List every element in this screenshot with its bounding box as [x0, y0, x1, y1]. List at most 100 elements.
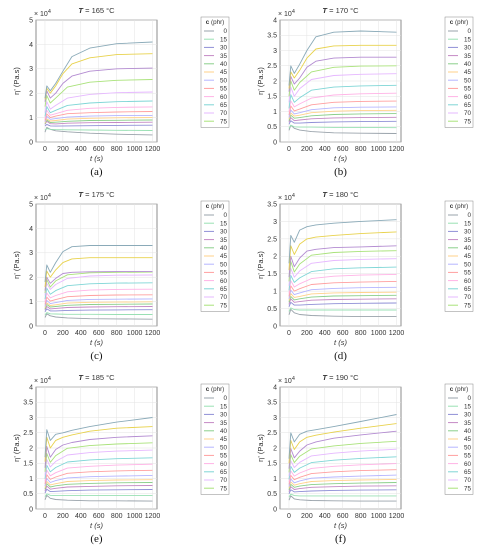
chart-title: T = 165 °C — [78, 6, 115, 15]
y-tick-label: 0 — [273, 139, 277, 146]
x-tick-label: 800 — [355, 146, 367, 153]
y-axis-label: η' (Pa.s) — [12, 434, 21, 462]
series-line — [288, 469, 397, 485]
legend-label: 40 — [464, 428, 472, 435]
x-tick-label: 600 — [93, 146, 105, 153]
series-line — [44, 106, 153, 119]
series-line — [44, 41, 153, 99]
x-tick-label: 400 — [319, 146, 331, 153]
legend-label: 30 — [220, 229, 228, 236]
series-line — [288, 124, 397, 129]
legend-label: 60 — [220, 461, 228, 468]
x-tick-label: 600 — [337, 146, 349, 153]
x-tick-label: 400 — [75, 146, 87, 153]
chart-title: T = 170 °C — [322, 6, 359, 15]
legend-label: 15 — [220, 403, 228, 410]
series-line — [44, 294, 153, 305]
y-tick-label: 2 — [273, 445, 277, 452]
legend-label: 50 — [464, 77, 472, 84]
y-tick-label: 1 — [273, 109, 277, 116]
chart-title: T = 185 °C — [78, 373, 115, 382]
x-tick-label: 1000 — [371, 513, 387, 520]
chart-panel: 0 200 400 600 800 1000 1200 0 0.5 1 1.5 2 2.5 3 3.5 × 1… — [244, 184, 484, 366]
series-line — [288, 474, 397, 487]
series-line — [44, 474, 153, 487]
legend-label: 35 — [464, 53, 472, 60]
y-tick-label: 0.5 — [267, 124, 277, 131]
y-tick-label: 3 — [273, 219, 277, 226]
legend-label: 40 — [464, 61, 472, 68]
x-tick-label: 0 — [43, 330, 47, 337]
series-line — [44, 120, 153, 125]
legend-label: 15 — [220, 36, 228, 43]
series-line — [288, 430, 397, 469]
x-tick-label: 400 — [75, 330, 87, 337]
legend-label: 55 — [220, 270, 228, 277]
series-line — [288, 493, 397, 498]
legend-label: 50 — [464, 261, 472, 268]
series-line — [288, 65, 397, 97]
y-tick-label: 3 — [273, 415, 277, 422]
x-tick-label: 1200 — [389, 330, 405, 337]
legend-label: 40 — [220, 245, 228, 252]
x-axis-label: t (s) — [90, 338, 103, 347]
series-line — [288, 245, 397, 278]
series-line — [44, 128, 153, 131]
legend-label: 55 — [220, 453, 228, 460]
y-tick-label: 0.5 — [267, 306, 277, 313]
series-line — [288, 308, 397, 318]
y-multiplier: × 104 — [278, 9, 295, 18]
y-tick-label: 3.5 — [267, 400, 277, 407]
series-line — [44, 463, 153, 482]
x-tick-label: 1000 — [127, 513, 143, 520]
series-line — [44, 79, 153, 107]
series-line — [288, 423, 397, 464]
x-tick-label: 400 — [319, 330, 331, 337]
legend-label: 65 — [464, 469, 472, 476]
series-line — [44, 301, 153, 308]
x-tick-label: 800 — [111, 146, 123, 153]
series-line — [288, 258, 397, 286]
x-tick-label: 800 — [355, 513, 367, 520]
legend-label: 70 — [220, 294, 228, 301]
x-tick-label: 600 — [337, 330, 349, 337]
series-line — [44, 274, 153, 296]
y-multiplier: × 104 — [278, 376, 295, 385]
legend-label: 70 — [220, 477, 228, 484]
legend-label: 70 — [464, 477, 472, 484]
y-tick-label: 0.5 — [267, 491, 277, 498]
legend-label: 70 — [464, 294, 472, 301]
series-line — [44, 119, 153, 124]
series-line — [44, 494, 153, 502]
series-line — [44, 312, 153, 316]
series-line — [288, 250, 397, 282]
y-tick-label: 5 — [29, 201, 33, 208]
x-tick-label: 1200 — [145, 146, 161, 153]
legend-label: 0 — [223, 28, 227, 35]
x-axis-label: t (s) — [90, 154, 103, 163]
legend-label: 50 — [220, 77, 228, 84]
legend-label: 30 — [464, 229, 472, 236]
x-tick-label: 1000 — [127, 330, 143, 337]
y-multiplier: × 104 — [34, 9, 51, 18]
plot-area — [35, 19, 158, 143]
y-tick-label: 4 — [29, 42, 33, 49]
legend-label: 45 — [220, 69, 228, 76]
series-line — [288, 301, 397, 307]
y-tick-label: 0 — [29, 323, 33, 330]
legend-label: 65 — [220, 469, 228, 476]
series-line — [288, 414, 397, 459]
x-tick-label: 1200 — [389, 146, 405, 153]
plot-area — [35, 203, 158, 327]
x-axis-label: t (s) — [90, 521, 103, 530]
legend-label: 50 — [464, 444, 472, 451]
legend-label: 55 — [464, 453, 472, 460]
series-line — [288, 294, 397, 303]
y-tick-label: 2 — [29, 445, 33, 452]
legend-label: 40 — [220, 61, 228, 68]
legend-label: 75 — [464, 302, 472, 309]
legend-label: 60 — [464, 461, 472, 468]
y-tick-label: 3 — [29, 250, 33, 257]
y-tick-label: 2 — [273, 78, 277, 85]
